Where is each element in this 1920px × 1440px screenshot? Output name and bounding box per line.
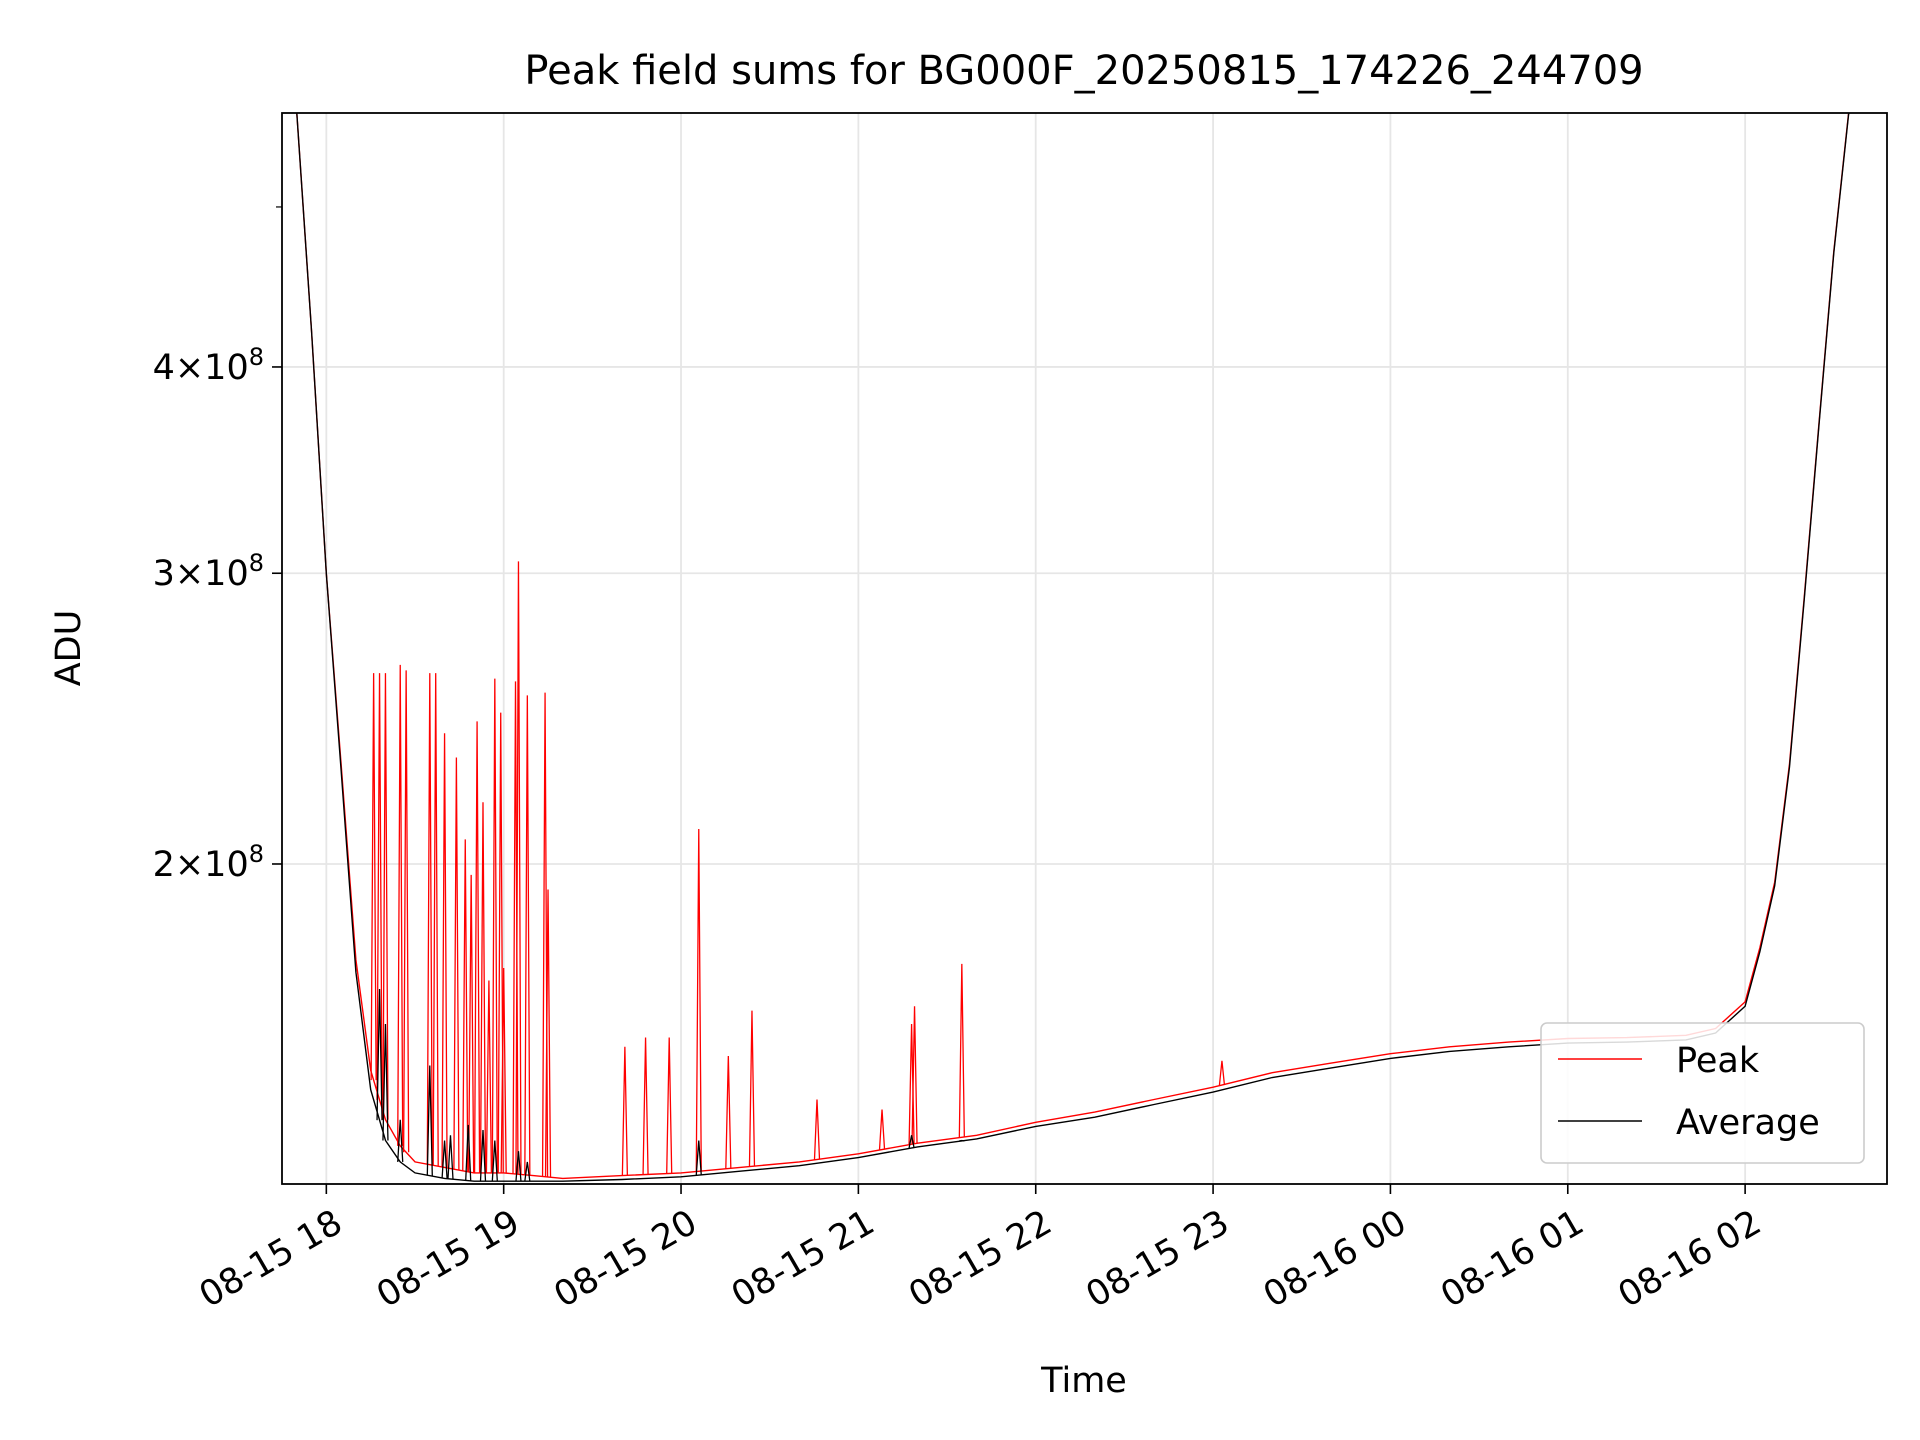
peak-spike [878, 1109, 886, 1150]
average-spike [465, 1124, 472, 1181]
average-spike [491, 1140, 498, 1182]
average-spike [426, 1065, 433, 1176]
peak-spike [397, 664, 404, 1146]
peak-spike [370, 673, 377, 1081]
peak-spike [748, 1010, 756, 1167]
average-spike [479, 1130, 487, 1182]
peak-spike [642, 1037, 649, 1175]
average-spike [908, 1135, 915, 1149]
peak-spike [473, 721, 481, 1173]
average-spike [524, 1161, 531, 1182]
legend: Peak Average [1540, 1022, 1865, 1164]
peak-spike [958, 963, 965, 1138]
series-line-average [296, 113, 1850, 1182]
chart-title: Peak field sums for BG000F_20250815_1742… [524, 48, 1643, 94]
x-gridlines [325, 113, 1747, 1184]
legend-label-average: Average [1676, 1103, 1820, 1143]
average-spike [441, 1140, 448, 1179]
average-spike [376, 988, 383, 1121]
peak-spike [462, 839, 469, 1172]
peak-spike [911, 1006, 918, 1144]
peak-spike [402, 670, 410, 1153]
plot-frame [281, 112, 1888, 1185]
x-axis-label: Time [1040, 1361, 1127, 1401]
y-gridlines [282, 366, 1887, 865]
average-spike [447, 1135, 454, 1180]
peak-spike [497, 712, 504, 1173]
peak-spike [515, 561, 522, 1175]
legend-label-peak: Peak [1676, 1041, 1760, 1081]
average-spikes [376, 988, 965, 1182]
peak-spike [500, 967, 507, 1173]
peak-spike [666, 1037, 673, 1174]
y-tick-label: 4×108 [153, 343, 264, 388]
average-spike [382, 1023, 389, 1141]
peak-spike [544, 889, 552, 1178]
peak-spike [432, 673, 439, 1166]
peak-spike [453, 757, 460, 1170]
average-spike [515, 1151, 522, 1182]
peak-spike [485, 980, 493, 1173]
y-axis-ticks: 2×108 3×108 4×108 [153, 206, 282, 885]
average-spike [695, 1140, 702, 1176]
y-axis-label: ADU [49, 610, 89, 687]
peak-spike [468, 874, 475, 1173]
peak-spike [621, 1046, 629, 1176]
series-line-peak [296, 113, 1850, 1180]
peak-spike [524, 695, 531, 1176]
peak-spike [813, 1099, 821, 1160]
peak-spike [725, 1056, 732, 1169]
peak-spike [376, 673, 383, 1100]
peak-spike [382, 673, 389, 1120]
peak-spike [441, 733, 448, 1168]
peak-spike [1218, 1060, 1226, 1086]
legend-box [1540, 1022, 1865, 1164]
peak-spike [479, 802, 487, 1173]
peak-spike [695, 828, 702, 1172]
peak-spike [426, 673, 433, 1165]
average-spike [397, 1119, 404, 1162]
peak-spikes [370, 561, 1226, 1178]
y-tick-label: 3×108 [153, 549, 264, 594]
peak-spike [491, 678, 498, 1173]
y-tick-label: 2×108 [153, 840, 264, 885]
